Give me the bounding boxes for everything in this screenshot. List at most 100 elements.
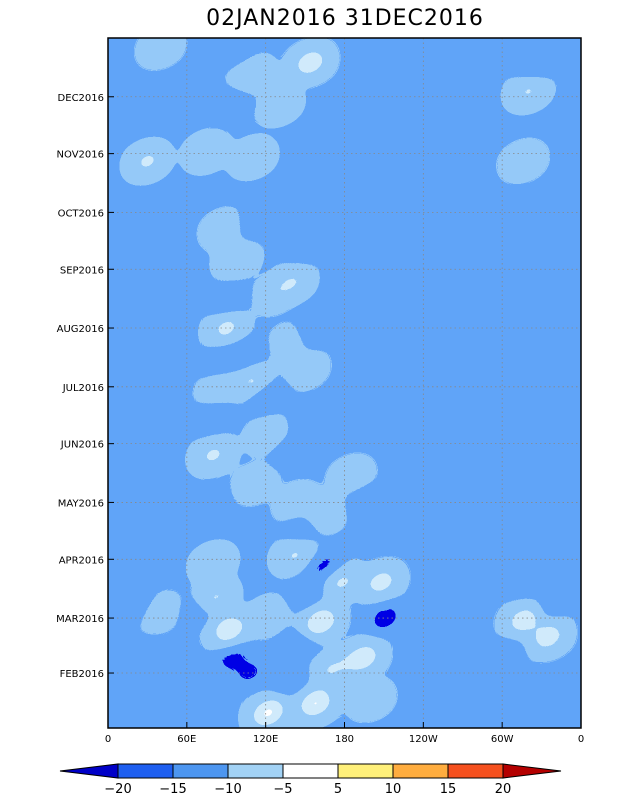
anomaly-cell-16	[326, 571, 358, 593]
anomaly-cell-35	[335, 465, 367, 486]
x-axis: 0 60E 120E 180 120W 60W 0	[105, 722, 584, 745]
anomaly-cell-71	[145, 38, 176, 58]
y-tick-label-9: NOV2016	[57, 150, 104, 161]
anomaly-cell-50	[213, 291, 245, 312]
anomaly-cell-40	[292, 408, 324, 430]
chart-title: 02JAN2016 31DEC2016	[206, 6, 484, 31]
colorbar-swatch-1	[117, 763, 174, 779]
colorbar-swatch-2	[172, 763, 229, 779]
anomaly-cell-24	[536, 594, 568, 615]
anomaly-cell-10	[305, 611, 337, 632]
y-tick-label-6: AUG2016	[57, 324, 104, 335]
y-tick-label-4: JUN2016	[60, 440, 104, 451]
y-tick-label-5: JUL2016	[62, 383, 104, 394]
anomaly-cell-20	[197, 552, 229, 574]
y-tick-label-1: MAR2016	[56, 614, 104, 625]
anomaly-cell-56	[239, 211, 271, 232]
anomaly-cell-69	[499, 38, 531, 58]
plot-area	[107, 37, 582, 729]
colorbar-label-1: −15	[159, 782, 186, 797]
y-tick-label-3: MAY2016	[58, 498, 104, 509]
anomaly-cell-23	[489, 643, 521, 665]
colorbar-swatch-3	[227, 763, 284, 779]
x-tick-label-4: 120W	[409, 734, 438, 745]
y-tick-label-8: OCT2016	[58, 208, 104, 219]
anomaly-cell-8	[283, 634, 314, 655]
colorbar-swatch-7	[447, 763, 504, 779]
colorbar-label-4: 5	[334, 782, 342, 797]
anomaly-cell-19	[279, 545, 310, 566]
colorbar-max-arrow	[502, 763, 562, 779]
y-tick-label-0: FEB2016	[60, 669, 104, 680]
colorbar-label-7: 20	[495, 782, 512, 797]
anomaly-cell-53	[221, 249, 253, 270]
colorbar: −20 −15 −10 −5 5 10 15 20	[59, 763, 562, 797]
anomaly-cell-28	[145, 602, 176, 623]
anomaly-cell-54	[289, 236, 321, 257]
x-tick-label-1: 60E	[177, 734, 196, 745]
anomaly-cell-36	[197, 444, 229, 466]
anomaly-cell-1	[300, 693, 331, 714]
anomaly-cell-32	[347, 492, 379, 513]
y-tick-label-2: APR2016	[59, 555, 104, 566]
anomaly-cell-49	[296, 321, 328, 342]
anomaly-cell-7	[216, 647, 247, 668]
colorbar-swatch-4	[282, 763, 339, 779]
anomaly-cell-38	[252, 424, 284, 445]
anomaly-cell-22	[532, 626, 564, 648]
anomaly-cell-21	[507, 609, 539, 631]
anomaly-cell-63	[217, 94, 249, 115]
anomaly-cell-52	[276, 272, 308, 293]
colorbar-swatch-5	[337, 763, 394, 779]
anomaly-cell-6	[315, 659, 347, 680]
anomaly-cell-25	[510, 571, 542, 593]
x-tick-label-6: 0	[578, 734, 584, 745]
anomaly-cell-68	[520, 56, 552, 77]
colorbar-label-2: −10	[214, 782, 241, 797]
colorbar-label-5: 10	[385, 782, 402, 797]
x-tick-label-0: 0	[105, 734, 111, 745]
anomaly-cell-5	[347, 647, 379, 668]
anomaly-cell-12	[252, 606, 284, 627]
anomaly-cell-57	[329, 173, 360, 195]
anomaly-cell-2	[355, 689, 387, 710]
x-tick-label-3: 180	[335, 734, 354, 745]
anomaly-cell-66	[294, 52, 326, 73]
anomaly-cell-39	[197, 407, 229, 428]
anomaly-cell-11	[369, 607, 401, 629]
anomaly-cell-41	[204, 378, 236, 399]
y-tick-label-10: DEC2016	[58, 93, 104, 104]
anomaly-cell-46	[230, 344, 262, 365]
anomaly-cell-61	[499, 200, 531, 221]
anomaly-cell-64	[263, 94, 295, 115]
x-tick-label-2: 120E	[253, 734, 278, 745]
colorbar-swatch-6	[392, 763, 449, 779]
anomaly-cell-37	[276, 439, 308, 460]
anomaly-cell-3	[273, 670, 305, 691]
anomaly-cell-58	[237, 147, 268, 168]
anomaly-cell-30	[309, 503, 341, 524]
anomaly-cell-15	[200, 587, 232, 608]
y-axis: FEB2016 MAR2016 APR2016 MAY2016 JUN2016 JUL20…	[56, 93, 114, 680]
y-tick-label-7: SEP2016	[60, 265, 104, 276]
anomaly-cell-62	[507, 151, 539, 172]
anomaly-cell-65	[237, 65, 268, 87]
anomaly-cell-55	[208, 219, 239, 240]
colorbar-label-6: 15	[440, 782, 457, 797]
anomaly-cell-26	[118, 596, 150, 617]
anomaly-cell-70	[218, 38, 250, 58]
colorbar-label-0: −20	[104, 782, 131, 797]
anomaly-cell-59	[191, 141, 222, 162]
anomaly-cell-14	[291, 583, 322, 604]
anomaly-cell-42	[252, 386, 284, 407]
colorbar-min-arrow	[59, 763, 119, 779]
anomaly-cell-4	[234, 662, 266, 684]
x-tick-label-5: 60W	[491, 734, 514, 745]
colorbar-label-3: −5	[273, 782, 292, 797]
anomaly-cell-9	[213, 619, 245, 640]
anomaly-cell-45	[205, 350, 237, 371]
anomaly-cell-43	[237, 371, 268, 392]
anomaly-cell-67	[513, 80, 544, 102]
anomaly-cell-0	[252, 702, 284, 723]
